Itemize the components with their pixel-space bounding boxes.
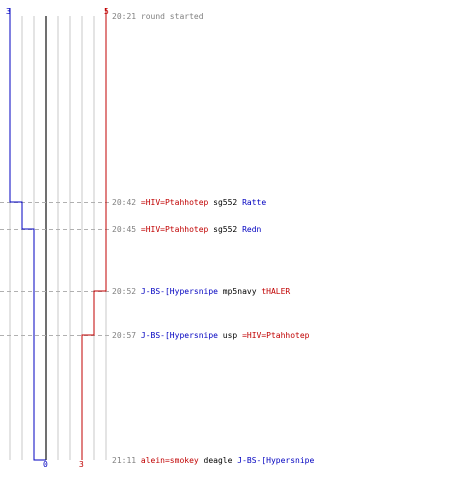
event-log-line: 20:57 J-BS-[Hypersnipe usp =HIV=Ptahhote… — [112, 331, 310, 340]
blue-end-count: 0 — [43, 460, 48, 469]
red-start-count: 5 — [104, 7, 109, 16]
event-log-line: 20:52 J-BS-[Hypersnipe mp5navy tHALER — [112, 287, 290, 296]
event-part: Ratte — [242, 198, 266, 207]
blue-start-count: 3 — [6, 7, 11, 16]
event-time: 20:52 — [112, 287, 141, 296]
event-time: 20:57 — [112, 331, 141, 340]
event-time: 21:11 — [112, 456, 141, 465]
event-time: 20:45 — [112, 225, 141, 234]
event-log-line: 20:45 =HIV=Ptahhotep sg552 Redn — [112, 225, 262, 234]
event-part: =HIV=Ptahhotep — [242, 331, 310, 340]
event-part: =HIV=Ptahhotep — [141, 198, 213, 207]
red-end-count: 3 — [79, 460, 84, 469]
event-part: mp5navy — [223, 287, 262, 296]
blue-team-alive-line — [9, 8, 46, 461]
red-team-alive-line — [81, 8, 107, 460]
event-part: sg552 — [213, 198, 242, 207]
event-log-line: 20:21 round started — [112, 12, 204, 21]
event-part: usp — [223, 331, 242, 340]
event-part: round started — [141, 12, 204, 21]
event-time: 20:42 — [112, 198, 141, 207]
event-time: 20:21 — [112, 12, 141, 21]
event-log-line: 21:11 alein=smokey deagle J-BS-[Hypersni… — [112, 456, 314, 465]
event-part: sg552 — [213, 225, 242, 234]
event-part: J-BS-[Hypersnipe — [141, 287, 223, 296]
event-part: deagle — [204, 456, 238, 465]
event-part: Redn — [242, 225, 261, 234]
event-part: alein=smokey — [141, 456, 204, 465]
event-part: =HIV=Ptahhotep — [141, 225, 213, 234]
event-part: J-BS-[Hypersnipe — [141, 331, 223, 340]
event-log-line: 20:42 =HIV=Ptahhotep sg552 Ratte — [112, 198, 266, 207]
event-part: tHALER — [261, 287, 290, 296]
event-part: J-BS-[Hypersnipe — [237, 456, 314, 465]
